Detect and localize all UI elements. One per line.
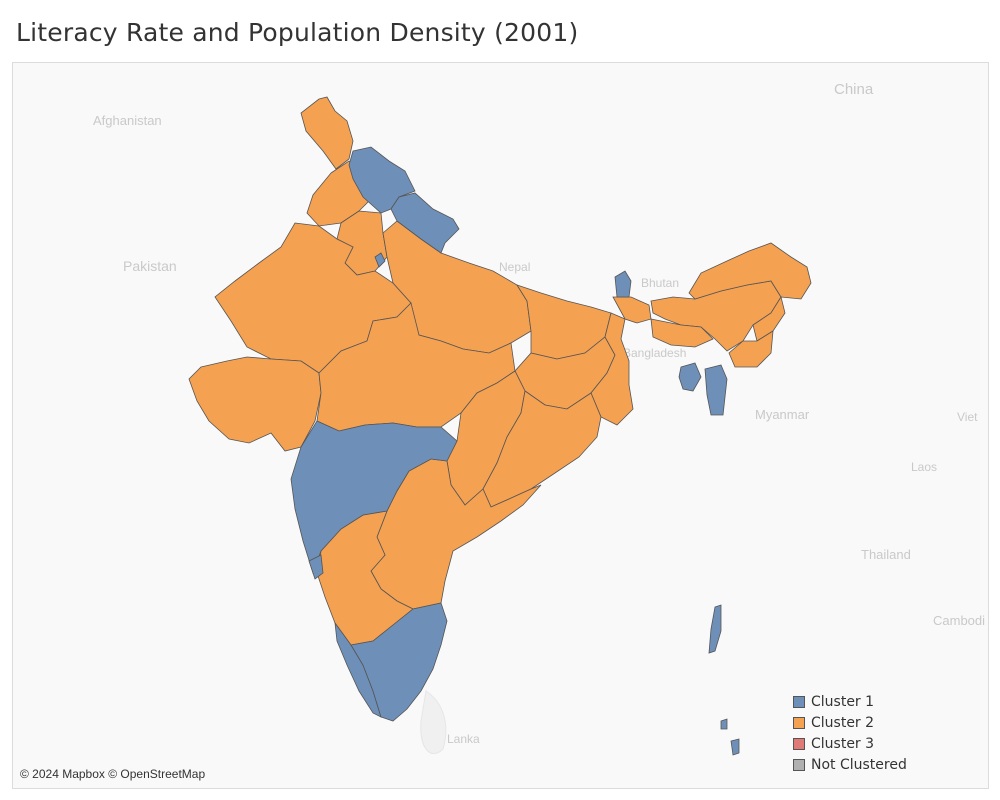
- region-nicobar-small[interactable]: [720, 718, 728, 730]
- region-gujarat[interactable]: [188, 356, 322, 452]
- region-mizoram[interactable]: [704, 364, 728, 416]
- region-west-bengal[interactable]: [590, 312, 634, 426]
- region-nicobar-islands[interactable]: [730, 738, 740, 756]
- region-delhi[interactable]: [374, 252, 386, 268]
- legend-swatch: [793, 758, 805, 771]
- region-andaman-islands[interactable]: [708, 604, 722, 654]
- legend-label: Not Clustered: [811, 756, 907, 773]
- label-thailand: Thailand: [861, 547, 911, 562]
- legend-swatch: [793, 716, 805, 729]
- label-china: China: [834, 81, 874, 98]
- legend-item[interactable]: Cluster 1: [793, 691, 907, 712]
- region-jammu-kashmir[interactable]: [300, 96, 354, 170]
- region-uttaranchal[interactable]: [390, 192, 460, 254]
- legend-item[interactable]: Cluster 3: [793, 733, 907, 754]
- cluster-1-regions: [290, 146, 740, 756]
- region-tripura[interactable]: [678, 362, 702, 392]
- legend-swatch: [793, 695, 805, 708]
- label-nepal: Nepal: [499, 260, 530, 274]
- label-bangladesh: Bangladesh: [623, 346, 686, 360]
- label-vietnam: Viet: [957, 410, 978, 424]
- legend-label: Cluster 1: [811, 693, 875, 710]
- region-maharashtra[interactable]: [290, 420, 458, 575]
- region-orissa[interactable]: [482, 390, 602, 508]
- legend-label: Cluster 2: [811, 714, 875, 731]
- region-arunachal-pradesh[interactable]: [688, 242, 812, 300]
- region-tamil-nadu[interactable]: [350, 602, 448, 722]
- label-afghanistan: Afghanistan: [93, 113, 162, 128]
- region-sikkim[interactable]: [614, 270, 632, 298]
- cluster-2-northeast: [612, 242, 812, 368]
- legend: Cluster 1 Cluster 2 Cluster 3 Not Clustered: [793, 691, 907, 775]
- label-pakistan: Pakistan: [123, 258, 177, 274]
- legend-label: Cluster 3: [811, 735, 875, 752]
- map-canvas[interactable]: Afghanistan Pakistan China Nepal Bhutan …: [12, 62, 989, 789]
- label-bhutan: Bhutan: [641, 276, 679, 290]
- label-cambodia: Cambodi: [933, 613, 985, 628]
- region-meghalaya[interactable]: [650, 318, 714, 348]
- label-laos: Laos: [911, 460, 937, 474]
- sri-lanka-landmass: [420, 690, 447, 755]
- legend-item[interactable]: Cluster 2: [793, 712, 907, 733]
- map-svg: Afghanistan Pakistan China Nepal Bhutan …: [93, 81, 985, 756]
- legend-item[interactable]: Not Clustered: [793, 754, 907, 775]
- region-goa[interactable]: [308, 554, 324, 580]
- region-west-bengal-north[interactable]: [612, 296, 652, 324]
- cluster-2-regions: [188, 96, 634, 646]
- legend-swatch: [793, 737, 805, 750]
- label-myanmar: Myanmar: [755, 407, 810, 422]
- map-title: Literacy Rate and Population Density (20…: [16, 18, 579, 47]
- region-manipur[interactable]: [728, 330, 774, 368]
- map-attribution: © 2024 Mapbox © OpenStreetMap: [20, 767, 206, 781]
